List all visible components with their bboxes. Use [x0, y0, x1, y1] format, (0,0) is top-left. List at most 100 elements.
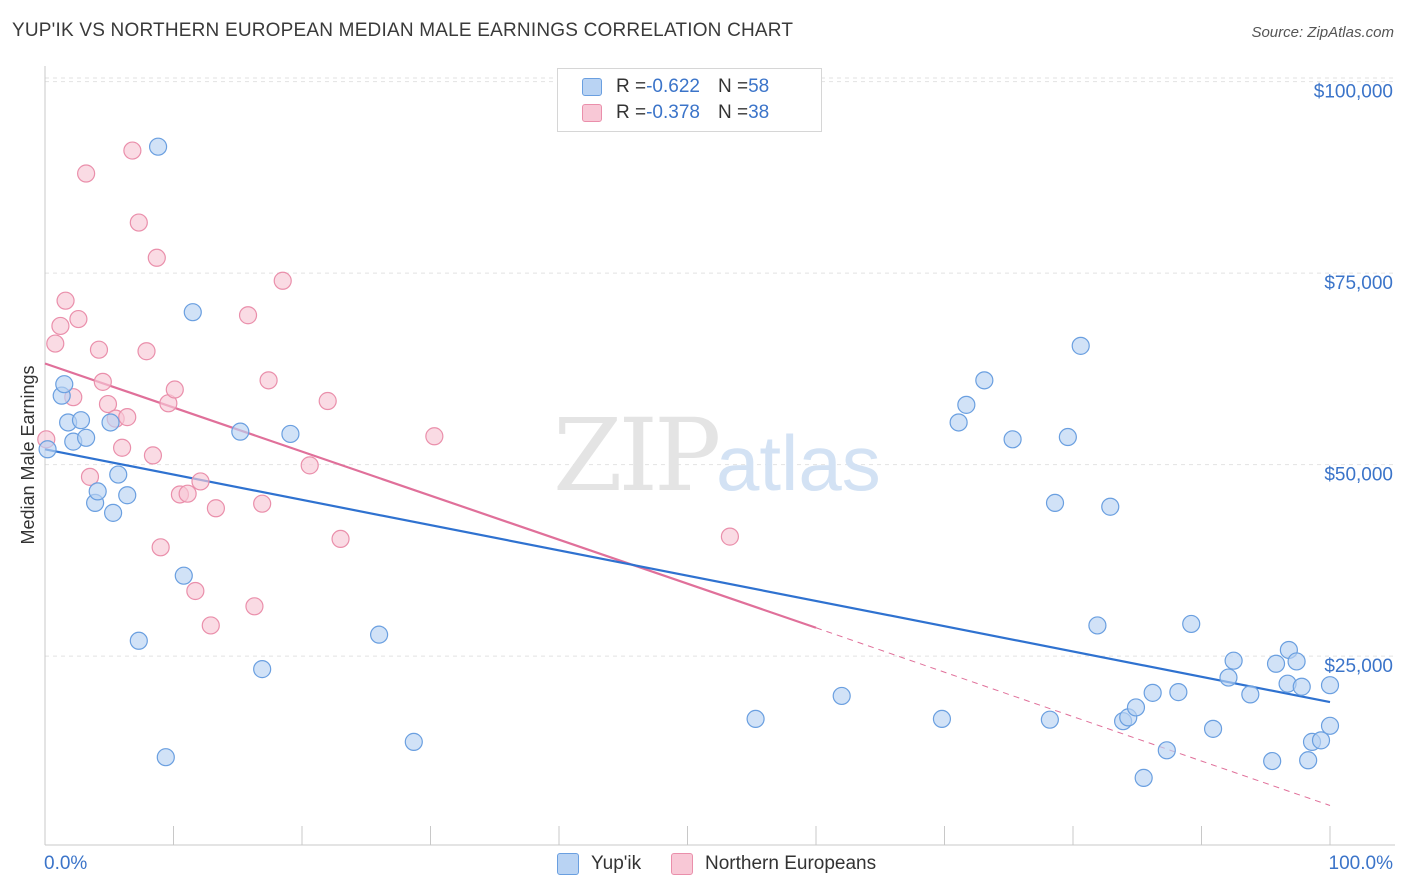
yupik-point — [88, 482, 107, 501]
yupik-point — [370, 625, 389, 644]
y-tick-label: $100,000 — [1314, 82, 1393, 103]
northern-europeans-point — [118, 408, 137, 427]
northern-europeans-point — [191, 472, 210, 491]
n-label: N = — [717, 102, 749, 123]
northern-europeans-point — [77, 164, 96, 183]
yupik-point — [1263, 751, 1282, 771]
northern-europeans-point — [46, 334, 65, 353]
northern-europeans-point — [143, 446, 163, 465]
northern-europeans-point — [331, 529, 350, 549]
northern-europeans-point — [137, 342, 156, 361]
northern-europeans-legend-icon — [671, 853, 693, 875]
grid-lines — [45, 77, 1395, 657]
yupik-point — [71, 411, 91, 430]
yupik-point — [1045, 493, 1065, 512]
yupik-point — [1320, 716, 1340, 735]
yupik-point — [1292, 677, 1311, 696]
legend-row-northern-europeans: R = -0.378 N = 38 — [582, 101, 769, 125]
n-value: 58 — [748, 76, 770, 97]
yupik-point — [104, 503, 123, 522]
northern-europeans-point — [238, 306, 258, 325]
northern-europeans-point — [178, 484, 197, 503]
yupik-point — [1134, 768, 1153, 787]
yupik-legend-label: Yup'ik — [591, 853, 642, 874]
r-label: R = — [616, 76, 647, 97]
northern-europeans-point — [201, 616, 220, 635]
northern-europeans-point — [259, 371, 278, 390]
northern-europeans-point — [93, 372, 112, 391]
northern-europeans-point — [56, 291, 75, 310]
northern-europeans-swatch-icon — [582, 104, 602, 122]
r-label: R = — [616, 102, 647, 123]
legend-row-yupik: R = -0.622 N = 58 — [582, 75, 769, 99]
northern-europeans-legend-label: Northern Europeans — [705, 853, 877, 874]
yupik-legend-icon — [557, 853, 579, 875]
northern-europeans-point — [245, 597, 264, 616]
yupik-point — [1311, 731, 1331, 750]
data-points — [37, 137, 1340, 787]
northern-europeans-point — [206, 499, 226, 518]
yupik-point — [1169, 683, 1188, 702]
watermark-atlas: atlas — [716, 419, 881, 507]
yupik-point — [38, 440, 57, 459]
yupik-point — [1126, 698, 1146, 717]
yupik-point — [1182, 614, 1201, 634]
watermark-zip: ZIP — [553, 397, 718, 514]
x-tick-label-max: 100.0% — [1329, 853, 1394, 874]
yupik-point — [1040, 710, 1059, 729]
yupik-point — [55, 375, 74, 394]
yupik-point — [1088, 616, 1107, 635]
northern-europeans-point — [318, 391, 337, 411]
northern-europeans-point — [51, 316, 70, 336]
source-credit: Source: ZipAtlas.com — [1251, 24, 1394, 41]
yupik-point — [1299, 751, 1318, 770]
yupik-point — [183, 303, 202, 322]
yupik-point — [932, 709, 952, 729]
y-axis-title: Median Male Earnings — [18, 365, 38, 544]
bottom-legend-northern-europeans: Northern Europeans — [671, 852, 876, 876]
n-value: 38 — [748, 102, 770, 123]
northern-europeans-point — [253, 494, 272, 513]
yupik-point — [129, 631, 148, 650]
yupik-point — [1320, 676, 1340, 695]
bottom-legend-yupik: Yup'ik — [557, 852, 641, 876]
northern-europeans-point — [720, 527, 740, 546]
northern-europeans-point — [112, 438, 132, 457]
yupik-swatch-icon — [582, 78, 602, 96]
yupik-point — [949, 413, 968, 432]
northern-europeans-point — [273, 271, 292, 290]
yupik-point — [746, 709, 765, 729]
yupik-point — [1003, 430, 1022, 449]
yupik-point — [1266, 654, 1286, 673]
northern-europeans-point — [129, 213, 148, 232]
yupik-point — [957, 395, 976, 414]
northern-europeans-point — [425, 427, 444, 446]
yupik-point — [1203, 719, 1223, 738]
yupik-point — [156, 748, 175, 767]
r-value: -0.378 — [646, 102, 700, 123]
northern-europeans-trend-line-extension — [815, 627, 1331, 806]
yupik-point — [281, 424, 300, 444]
yupik-point — [77, 428, 96, 447]
yupik-point — [174, 566, 193, 585]
yupik-point — [231, 422, 250, 441]
tick-labels: $25,000 $50,000 $75,000 $100,000 0.0% 100.0% M… — [18, 82, 1393, 874]
yupik-point — [1241, 685, 1260, 704]
northern-europeans-point — [186, 581, 205, 601]
r-value: -0.622 — [646, 76, 700, 97]
yupik-point — [1219, 668, 1238, 687]
yupik-point — [975, 371, 994, 390]
chart-title: YUP'IK VS NORTHERN EUROPEAN MEDIAN MALE … — [12, 20, 794, 41]
northern-europeans-point — [89, 340, 109, 359]
northern-europeans-point — [300, 456, 319, 475]
northern-europeans-point — [151, 538, 170, 557]
yupik-point — [832, 686, 851, 706]
yupik-point — [1157, 741, 1176, 760]
yupik-point — [148, 137, 168, 156]
northern-europeans-point — [147, 248, 166, 267]
yupik-point — [253, 660, 272, 679]
axes — [44, 66, 1395, 846]
yupik-point — [404, 732, 423, 751]
